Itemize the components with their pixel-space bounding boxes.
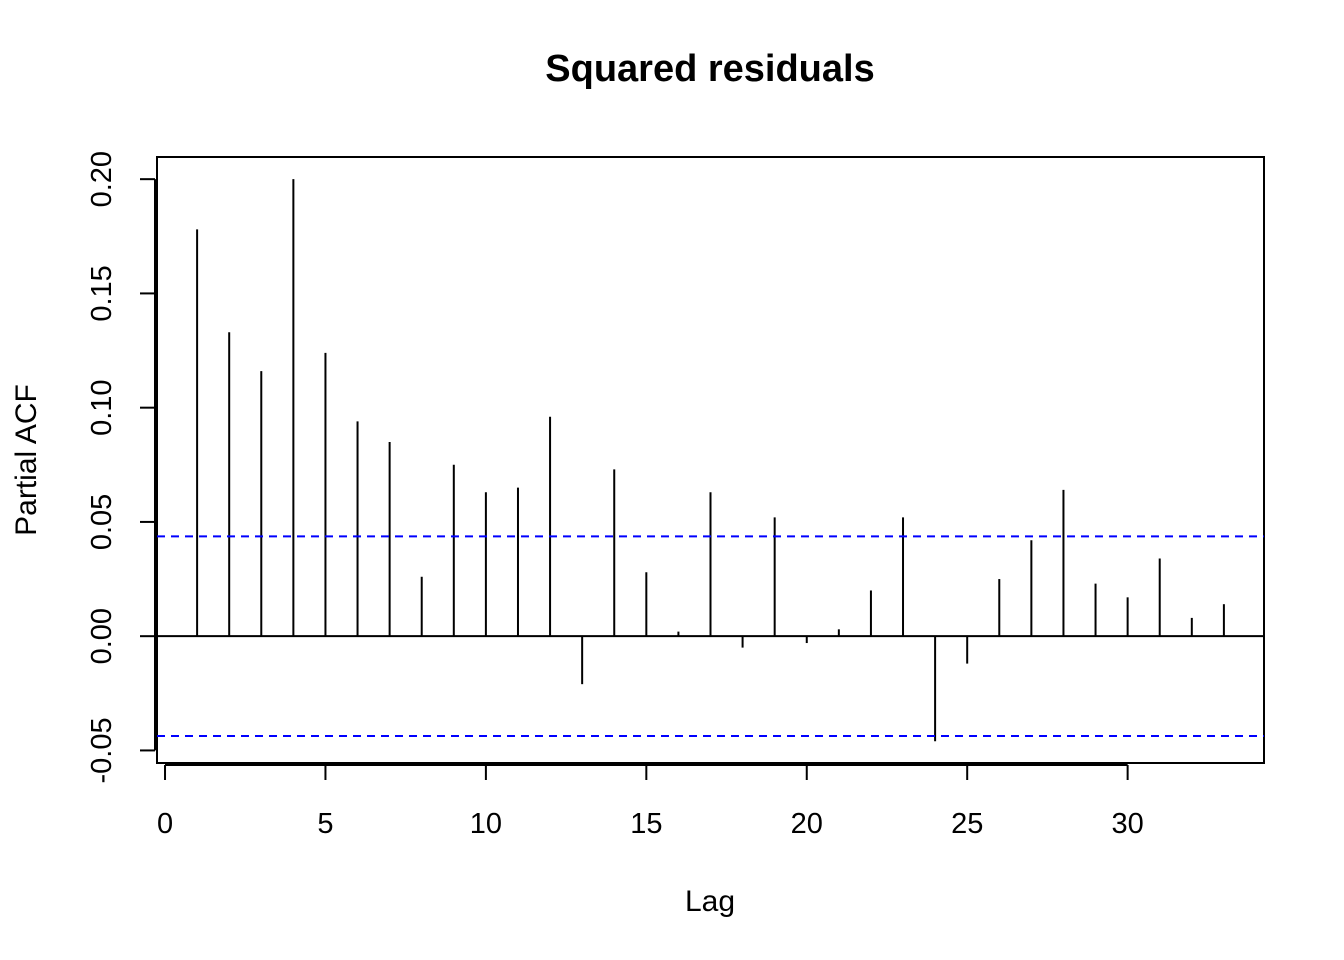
- x-tick-label-15: 15: [630, 808, 662, 840]
- chart-title: Squared residuals: [545, 48, 874, 90]
- x-axis-label: Lag: [685, 885, 735, 918]
- x-tick-label-25: 25: [951, 808, 983, 840]
- y-tick-label-5: 0.20: [86, 151, 118, 207]
- x-tick-label-0: 0: [157, 808, 173, 840]
- plot-frame: [156, 156, 1265, 764]
- y-axis-label: Partial ACF: [10, 384, 43, 536]
- y-tick-label-3: 0.10: [86, 379, 118, 435]
- x-tick-label-30: 30: [1111, 808, 1143, 840]
- reference-lines: [157, 535, 1264, 738]
- x-axis: 0 5 10 15 20 25 30: [157, 764, 1144, 840]
- x-tick-label-5: 5: [317, 808, 333, 840]
- pacf-bars: [196, 179, 1225, 742]
- y-tick-label-1: 0.00: [86, 608, 118, 664]
- y-tick-label-0: -0.05: [86, 717, 118, 783]
- y-tick-label-2: 0.05: [86, 494, 118, 550]
- x-tick-label-10: 10: [470, 808, 502, 840]
- y-tick-label-4: 0.15: [86, 265, 118, 321]
- x-tick-label-20: 20: [791, 808, 823, 840]
- y-axis: -0.05 0.00 0.05 0.10 0.15 0.20: [86, 151, 156, 783]
